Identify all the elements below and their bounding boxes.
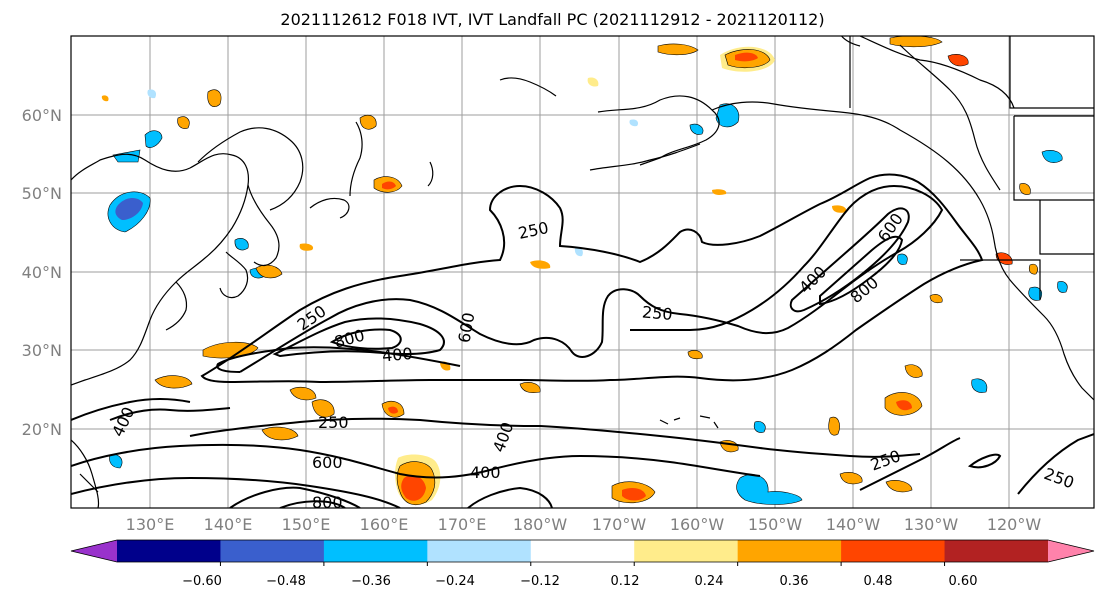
gridlines (71, 36, 1094, 508)
colorbar-tick-labels: −0.60 −0.48 −0.36 −0.24 −0.12 0.12 0.24 … (182, 574, 977, 589)
colorbar (70, 539, 1095, 566)
lon-label: 170°E (438, 515, 487, 534)
colorbar-bin (737, 540, 842, 562)
colorbar-extend-low (71, 540, 117, 562)
colorbar-tick-label: 0.48 (864, 574, 893, 589)
positive-anomaly-patches (101, 36, 1038, 505)
lon-label: 160°E (360, 515, 409, 534)
lat-label: 50°N (22, 184, 62, 203)
colorbar-bin (220, 540, 325, 562)
contour-label: 400 (381, 344, 413, 366)
lon-label: 140°E (204, 515, 253, 534)
colorbar-bin (427, 540, 532, 562)
lon-label: 170°W (592, 515, 647, 534)
colorbar-tick-label: 0.12 (611, 574, 640, 589)
map-title: 2021112612 F018 IVT, IVT Landfall PC (20… (280, 10, 825, 29)
lon-label: 150°E (282, 515, 331, 534)
colorbar-bin (117, 540, 221, 562)
lat-label: 30°N (22, 341, 62, 360)
lon-label: 180°W (513, 515, 568, 534)
colorbar-tick-label: −0.48 (266, 574, 306, 589)
lon-label: 150°W (748, 515, 803, 534)
coastlines (71, 36, 1094, 508)
ivt-contours (71, 173, 1094, 508)
colorbar-bin (530, 540, 635, 562)
contour-label: 250 (318, 413, 349, 432)
lat-label: 20°N (22, 420, 62, 439)
lon-label: 130°E (126, 515, 175, 534)
contour-label: 400 (470, 463, 501, 482)
contour-label: 250 (641, 302, 673, 324)
lon-label: 140°W (826, 515, 881, 534)
colorbar-bin (323, 540, 428, 562)
lat-label: 40°N (22, 263, 62, 282)
contour-label: 600 (312, 453, 343, 472)
colorbar-outline (70, 539, 1095, 563)
colorbar-tick-label: −0.12 (520, 574, 560, 589)
lon-label: 160°W (670, 515, 725, 534)
colorbar-bin (841, 540, 946, 562)
longitude-labels: 130°E 140°E 150°E 160°E 170°E 180°W 170°… (126, 515, 1042, 534)
colorbar-tick-label: −0.36 (351, 574, 391, 589)
lon-label: 130°W (904, 515, 959, 534)
colorbar-tick-label: −0.60 (182, 574, 222, 589)
colorbar-extend-high (1048, 540, 1094, 562)
colorbar-tick-label: −0.24 (435, 574, 475, 589)
colorbar-tick-label: 0.24 (695, 574, 724, 589)
lon-label: 120°W (987, 515, 1042, 534)
colorbar-bin (634, 540, 739, 562)
colorbar-tick-label: 0.60 (949, 574, 978, 589)
negative-anomaly-patches (107, 89, 1068, 505)
lat-label: 60°N (22, 106, 62, 125)
map-frame (70, 35, 1095, 509)
contour-label: 800 (312, 493, 343, 512)
colorbar-tick-label: 0.36 (780, 574, 809, 589)
colorbar-bin (944, 540, 1049, 562)
latitude-labels: 60°N 50°N 40°N 30°N 20°N (22, 106, 62, 439)
